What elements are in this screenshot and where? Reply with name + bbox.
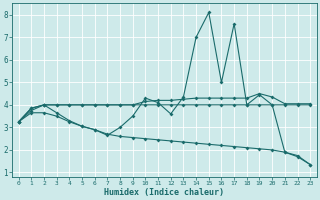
X-axis label: Humidex (Indice chaleur): Humidex (Indice chaleur) xyxy=(104,188,224,197)
